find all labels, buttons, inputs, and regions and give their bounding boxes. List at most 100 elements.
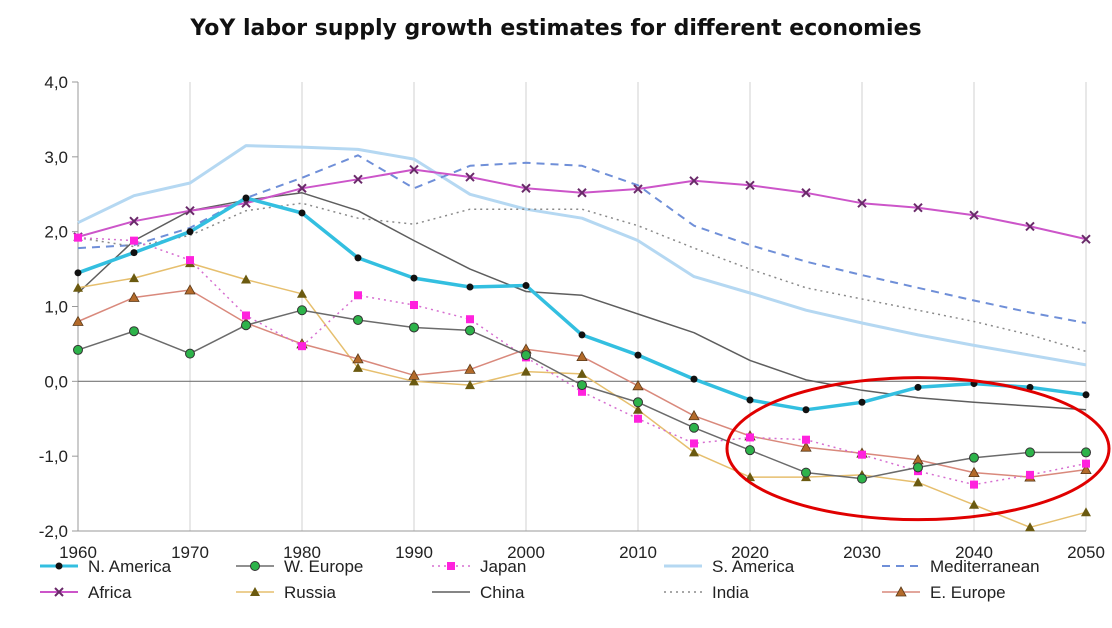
legend-item: India bbox=[664, 583, 749, 602]
x-tick-label: 2000 bbox=[507, 543, 545, 562]
data-point bbox=[242, 311, 250, 320]
data-point bbox=[1082, 459, 1090, 468]
data-point bbox=[857, 198, 867, 208]
legend-label: Africa bbox=[88, 583, 132, 602]
data-point bbox=[72, 315, 84, 326]
legend-label: Mediterranean bbox=[930, 557, 1040, 576]
data-point bbox=[1082, 391, 1090, 399]
data-point bbox=[1080, 463, 1092, 475]
data-point bbox=[465, 380, 475, 390]
data-point bbox=[858, 398, 866, 406]
data-point bbox=[913, 477, 923, 487]
data-point bbox=[353, 362, 363, 372]
annotations bbox=[725, 376, 1111, 522]
series-line bbox=[77, 154, 1087, 324]
data-point bbox=[633, 397, 643, 408]
series-line bbox=[77, 202, 1087, 353]
data-point bbox=[465, 172, 475, 182]
data-point bbox=[184, 284, 196, 295]
x-tick-label: 2040 bbox=[955, 543, 993, 562]
data-point bbox=[297, 305, 307, 316]
data-point bbox=[186, 256, 194, 265]
data-point bbox=[74, 233, 82, 242]
x-tick-label: 2010 bbox=[619, 543, 657, 562]
data-point bbox=[408, 369, 420, 380]
data-point bbox=[410, 274, 418, 282]
data-point bbox=[1081, 447, 1091, 458]
data-point bbox=[1081, 507, 1091, 517]
data-point bbox=[353, 174, 363, 184]
data-point bbox=[129, 273, 139, 283]
data-point bbox=[914, 383, 922, 391]
legend-label: Japan bbox=[480, 557, 526, 576]
data-point bbox=[1081, 234, 1091, 244]
data-point bbox=[298, 209, 306, 217]
legend: N. America W. Europe Japan S. America Medite… bbox=[40, 557, 1040, 602]
legend-marker bbox=[54, 587, 64, 597]
data-point bbox=[968, 466, 980, 478]
y-tick-label: -1,0 bbox=[39, 447, 68, 466]
data-point bbox=[969, 210, 979, 220]
legend-marker bbox=[895, 586, 907, 597]
data-point bbox=[858, 450, 866, 459]
data-point bbox=[857, 473, 867, 484]
legend-item: N. America bbox=[40, 557, 172, 576]
legend-marker bbox=[250, 561, 260, 571]
data-point bbox=[297, 288, 307, 298]
series-india bbox=[77, 202, 1087, 353]
data-point bbox=[745, 445, 755, 456]
data-point bbox=[465, 325, 475, 336]
data-point bbox=[410, 301, 418, 310]
legend-item: Japan bbox=[432, 557, 526, 576]
series-mediterranean bbox=[77, 154, 1087, 324]
data-point bbox=[690, 375, 698, 383]
data-point bbox=[801, 467, 811, 478]
x-tick-label: 1960 bbox=[59, 543, 97, 562]
series-lines bbox=[72, 144, 1092, 532]
data-point bbox=[690, 439, 698, 448]
y-tick-label: 4,0 bbox=[44, 73, 68, 92]
legend-marker bbox=[447, 562, 455, 570]
y-tick-label: 1,0 bbox=[44, 298, 68, 317]
data-point bbox=[970, 480, 978, 489]
data-point bbox=[521, 366, 531, 376]
data-point bbox=[241, 274, 251, 284]
y-tick-label: -2,0 bbox=[39, 522, 68, 541]
y-tick-label: 0,0 bbox=[44, 372, 68, 391]
series-line bbox=[77, 168, 1087, 241]
data-point bbox=[130, 249, 138, 257]
data-point bbox=[576, 350, 588, 362]
data-point bbox=[241, 320, 251, 331]
data-point bbox=[1026, 470, 1034, 479]
legend-label: Russia bbox=[284, 583, 337, 602]
data-point bbox=[689, 176, 699, 186]
data-point bbox=[689, 447, 699, 457]
legend-label: S. America bbox=[712, 557, 795, 576]
legend-label: China bbox=[480, 583, 525, 602]
data-point bbox=[913, 203, 923, 213]
data-point bbox=[466, 315, 474, 324]
data-point bbox=[746, 433, 754, 442]
series-russia bbox=[73, 258, 1091, 532]
legend-marker bbox=[55, 562, 63, 570]
data-point bbox=[802, 435, 810, 444]
data-point bbox=[354, 254, 362, 262]
data-point bbox=[577, 188, 587, 198]
data-point bbox=[409, 164, 419, 175]
x-tick-label: 2050 bbox=[1067, 543, 1105, 562]
data-point bbox=[129, 326, 139, 337]
legend-item: Africa bbox=[40, 583, 132, 602]
data-point bbox=[73, 282, 83, 292]
data-point bbox=[1025, 221, 1035, 232]
data-point bbox=[521, 350, 531, 361]
data-point bbox=[800, 441, 812, 452]
data-point bbox=[354, 291, 362, 300]
data-point bbox=[801, 188, 811, 198]
x-tick-label: 2020 bbox=[731, 543, 769, 562]
legend-label: India bbox=[712, 583, 749, 602]
legend-marker bbox=[250, 587, 260, 596]
data-point bbox=[577, 368, 587, 378]
data-point bbox=[409, 322, 419, 333]
series-japan bbox=[74, 233, 1090, 489]
